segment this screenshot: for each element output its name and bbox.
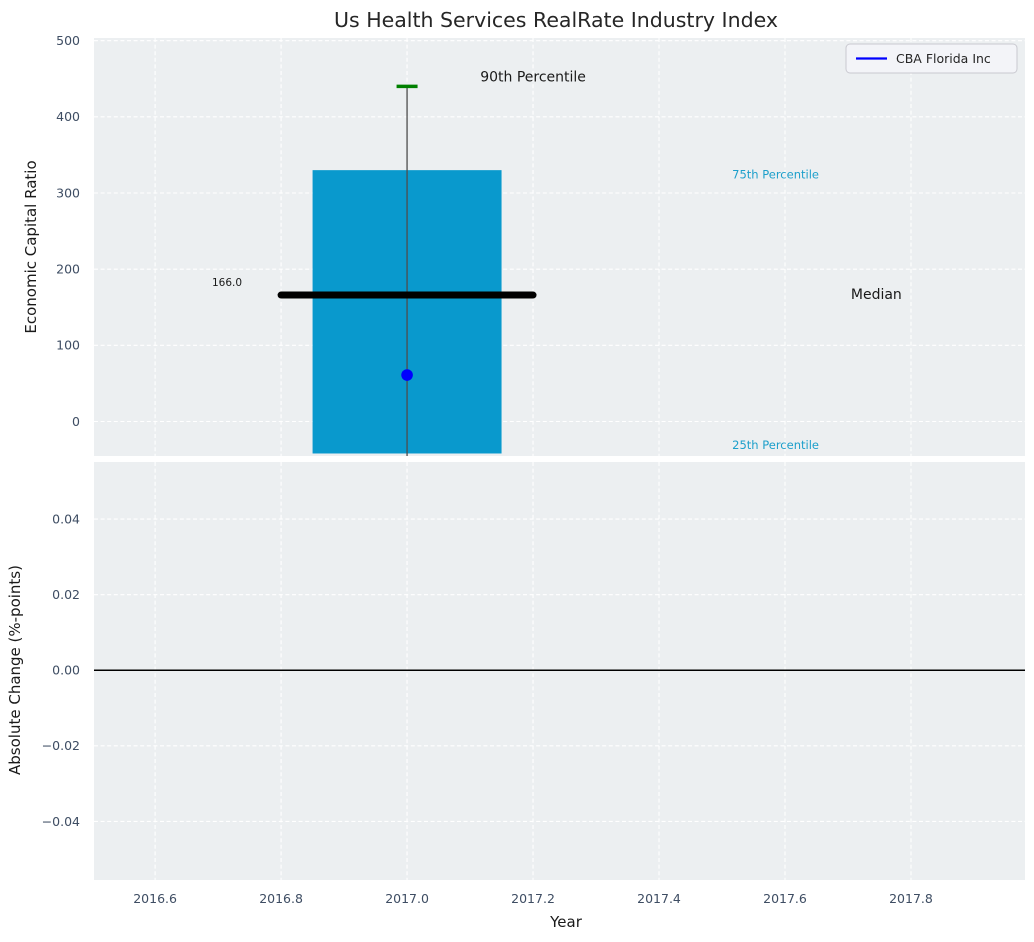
top-y-tick-label: 100 <box>56 338 80 353</box>
top-panel-background <box>94 38 1025 456</box>
bottom-y-tick-label: −0.02 <box>42 738 80 753</box>
x-tick-label: 2017.0 <box>385 891 429 906</box>
top-y-tick-label: 300 <box>56 185 80 200</box>
x-tick-label: 2017.4 <box>637 891 681 906</box>
legend: CBA Florida Inc <box>845 43 1018 74</box>
top-y-tick-label: 500 <box>56 33 80 48</box>
bottom-y-tick-label: 0.04 <box>52 511 80 526</box>
data-marks <box>94 84 1025 671</box>
legend-label-cba-florida-inc: CBA Florida Inc <box>896 51 991 66</box>
x-tick-label: 2017.2 <box>511 891 555 906</box>
annotations: 90th Percentile 75th Percentile Median 25th… <box>212 69 902 452</box>
annotation-median: Median <box>851 287 902 303</box>
bottom-y-tick-label: 0.02 <box>52 587 80 602</box>
x-axis-label: Year <box>549 913 583 931</box>
chart-title: Us Health Services RealRate Industry Ind… <box>334 8 778 32</box>
annotation-25th-percentile: 25th Percentile <box>732 438 819 452</box>
bottom-y-axis-label: Absolute Change (%-points) <box>6 565 24 775</box>
top-y-axis-label: Economic Capital Ratio <box>22 160 40 333</box>
annotation-90th-percentile: 90th Percentile <box>480 69 586 85</box>
x-tick-label: 2016.6 <box>133 891 177 906</box>
plot-backgrounds <box>94 38 1025 880</box>
top-y-tick-label: 200 <box>56 262 80 277</box>
x-tick-label: 2016.8 <box>259 891 303 906</box>
legend-box <box>845 43 1018 74</box>
company-point-cba-florida-inc <box>401 369 413 381</box>
x-tick-label: 2017.8 <box>889 891 933 906</box>
bottom-panel-background <box>94 462 1025 880</box>
annotation-75th-percentile: 75th Percentile <box>732 168 819 182</box>
bottom-y-tick-label: −0.04 <box>42 814 80 829</box>
tick-labels: 0 100 200 300 400 500 0.04 0.02 0.00 −0.02 −0.04 20… <box>42 33 933 906</box>
top-y-tick-label: 400 <box>56 109 80 124</box>
annotation-median-value: 166.0 <box>212 277 242 289</box>
bottom-y-tick-label: 0.00 <box>52 663 80 678</box>
x-tick-label: 2017.6 <box>763 891 807 906</box>
top-y-tick-label: 0 <box>72 414 80 429</box>
axis-titles: Us Health Services RealRate Industry Ind… <box>6 8 778 931</box>
